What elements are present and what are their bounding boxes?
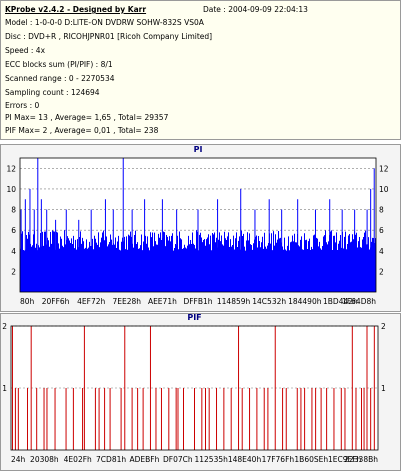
- pi-y-tick-left: 12: [6, 164, 16, 173]
- pi-y-tick-left: 8: [11, 206, 16, 215]
- pif-x-tick: 22338Bh: [344, 455, 378, 464]
- pi-x-tick: 1BD442h: [323, 297, 358, 306]
- info-model: Model : 1-0-0-0 D:LITE-ON DVDRW SOHW-832…: [5, 18, 204, 27]
- pi-x-tick: 80h: [20, 297, 35, 306]
- pif-x-tick: 20308h: [30, 455, 59, 464]
- pi-x-tick: 20FF6h: [42, 297, 70, 306]
- pi-y-tick-right: 6: [379, 226, 384, 235]
- info-pif-stats: PIF Max= 2 , Average= 0,01 , Total= 238: [5, 126, 159, 135]
- pi-y-tick-right: 12: [379, 164, 389, 173]
- pif-y-tick-right: 1: [381, 384, 386, 393]
- pi-y-tick-right: 10: [379, 185, 389, 194]
- info-speed: Speed : 4x: [5, 46, 46, 55]
- pi-y-tick-left: 2: [11, 267, 16, 276]
- pi-y-tick-right: 4: [379, 247, 384, 256]
- pi-x-tick: 14C532h: [252, 297, 286, 306]
- info-panel: KProbe v2.4.2 - Designed by Karr Date : …: [0, 0, 401, 140]
- pif-x-tick: DF07Ch: [163, 455, 193, 464]
- info-disc: Disc : DVD+R , RICOHJPNR01 [Ricoh Compan…: [5, 32, 213, 41]
- pi-y-tick-left: 4: [11, 247, 16, 256]
- pif-chart-panel: PIF 1 1 2 2 24h 20308h 4E02Fh 7CD81h ADEBFh DF07Ch…: [0, 313, 401, 471]
- pi-chart-title: PI: [194, 145, 203, 154]
- pif-x-tick: 112535h: [194, 455, 228, 464]
- pif-x-tick: 17F76Fh: [262, 455, 295, 464]
- info-ecc-sum: ECC blocks sum (PI/PIF) : 8/1: [5, 60, 113, 69]
- pi-chart-panel: PI 2 2 4 4 6 6 8 8 10 10 12 12 80h 20FF6h 4EF72h 7EE28h A…: [0, 144, 401, 312]
- pi-x-tick: DFFB1h: [183, 297, 212, 306]
- pi-y-tick-left: 6: [11, 226, 16, 235]
- pi-y-tick-right: 2: [379, 267, 384, 276]
- pif-chart-title: PIF: [187, 314, 201, 322]
- pif-x-tick: 1B60SEh: [294, 455, 328, 464]
- scan-date: Date : 2004-09-09 22:04:13: [203, 5, 308, 14]
- pif-x-tick: 1EC9EFh: [328, 455, 362, 464]
- pif-chart: PIF 1 1 2 2 24h 20308h 4E02Fh 7CD81h ADEBFh DF07Ch…: [2, 314, 386, 464]
- info-pi-stats: PI Max= 13 , Average= 1,65 , Total= 2935…: [5, 113, 169, 122]
- pi-x-tick: 184490h: [288, 297, 322, 306]
- pif-x-tick: 7CD81h: [96, 455, 126, 464]
- pif-x-tick: ADEBFh: [130, 455, 160, 464]
- pif-y-tick-right: 2: [381, 322, 386, 331]
- pi-x-tick: 1F64D8h: [342, 297, 376, 306]
- info-scanned-range: Scanned range : 0 - 2270534: [5, 74, 115, 83]
- pif-y-tick-left: 2: [2, 322, 7, 331]
- pif-x-tick: 4E02Fh: [64, 455, 92, 464]
- pif-x-tick: 148E40h: [228, 455, 262, 464]
- pi-y-tick-left: 10: [6, 185, 16, 194]
- pif-plot-border: [10, 325, 379, 451]
- info-sampling-count: Sampling count : 124694: [5, 88, 100, 97]
- pi-x-tick: 114859h: [217, 297, 251, 306]
- pi-x-tick: AEE71h: [148, 297, 177, 306]
- pi-chart: PI 2 2 4 4 6 6 8 8 10 10 12 12 80h 20FF6h 4EF72h 7EE28h A…: [6, 145, 389, 306]
- pi-plot-border: [19, 157, 377, 293]
- info-errors: Errors : 0: [5, 101, 40, 110]
- app-title: KProbe v2.4.2 - Designed by Karr: [5, 5, 147, 14]
- pif-x-tick: 24h: [11, 455, 26, 464]
- pi-x-tick: 4EF72h: [77, 297, 105, 306]
- pif-y-tick-left: 1: [2, 384, 7, 393]
- pi-y-tick-right: 8: [379, 206, 384, 215]
- pi-x-tick: 7EE28h: [113, 297, 142, 306]
